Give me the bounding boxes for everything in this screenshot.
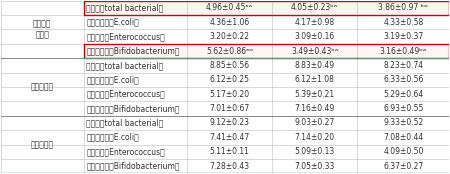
Text: 总菌数（total bacterial）: 总菌数（total bacterial） [86,118,164,128]
Text: 7.01±0.67: 7.01±0.67 [209,104,250,113]
Text: 4.05±0.23ᵇʷ: 4.05±0.23ᵇʷ [291,3,338,12]
Text: 5.62±0.86ᵃʷ: 5.62±0.86ᵃʷ [206,46,253,56]
Text: 6.12±0.25: 6.12±0.25 [210,75,249,84]
Bar [84,1,449,15]
Text: 4.17±0.98: 4.17±0.98 [295,18,335,27]
Text: 7.16±0.49: 7.16±0.49 [295,104,335,113]
Text: 3.49±0.43ᵇʷ: 3.49±0.43ᵇʷ [291,46,338,56]
Text: 3.16±0.49ᵇʷ: 3.16±0.49ᵇʷ [380,46,427,56]
Text: 大肠杆菌数（E.coli）: 大肠杆菌数（E.coli） [86,133,139,142]
Text: 5.29±0.64: 5.29±0.64 [383,90,423,99]
Text: 7.41±0.47: 7.41±0.47 [209,133,250,142]
Text: 总菌数（total bacterial）: 总菌数（total bacterial） [86,3,164,12]
Text: 6.37±0.27: 6.37±0.27 [383,162,423,171]
Text: 6.93±0.55: 6.93±0.55 [383,104,423,113]
Text: 7.05±0.33: 7.05±0.33 [295,162,335,171]
Text: 4.33±0.58: 4.33±0.58 [383,18,423,27]
Text: 双歧杆菌数（Bifidobacterium）: 双歧杆菌数（Bifidobacterium） [86,46,180,56]
Text: 6.12±1.08: 6.12±1.08 [295,75,335,84]
Text: 8.83±0.49: 8.83±0.49 [295,61,335,70]
Text: 双歧杆菌数（Bifidobacterium）: 双歧杆菌数（Bifidobacterium） [86,162,180,171]
Text: 7.28±0.43: 7.28±0.43 [209,162,250,171]
Text: 空肠内容物: 空肠内容物 [31,82,54,92]
Text: 5.17±0.20: 5.17±0.20 [209,90,250,99]
Text: 3.19±0.37: 3.19±0.37 [383,32,423,41]
Bar [84,44,449,58]
Text: 3.86±0.97 ᵇʷ: 3.86±0.97 ᵇʷ [378,3,428,12]
Text: 8.23±0.74: 8.23±0.74 [383,61,423,70]
Text: 肠球菌数（Enterococcus）: 肠球菌数（Enterococcus） [86,32,165,41]
Text: 7.08±0.44: 7.08±0.44 [383,133,423,142]
Text: 8.85±0.56: 8.85±0.56 [209,61,250,70]
Text: 5.11±0.11: 5.11±0.11 [210,147,249,156]
Text: 大肠杆菌数（E.coli）: 大肠杆菌数（E.coli） [86,75,139,84]
Text: 3.09±0.16: 3.09±0.16 [295,32,335,41]
Text: 4.96±0.45ᵃʷ: 4.96±0.45ᵃʷ [206,3,253,12]
Text: 5.39±0.21: 5.39±0.21 [295,90,335,99]
Text: 7.14±0.20: 7.14±0.20 [295,133,335,142]
Text: 9.12±0.23: 9.12±0.23 [210,118,249,128]
Text: 肠球菌数（Enterococcus）: 肠球菌数（Enterococcus） [86,147,165,156]
Text: 6.33±0.56: 6.33±0.56 [383,75,423,84]
Text: 3.20±0.22: 3.20±0.22 [210,32,249,41]
Text: 4.36±1.06: 4.36±1.06 [209,18,250,27]
Text: 回肠内容物: 回肠内容物 [31,140,54,149]
Text: 5.09±0.13: 5.09±0.13 [295,147,335,156]
Text: 双歧杆菌数（Bifidobacterium）: 双歧杆菌数（Bifidobacterium） [86,104,180,113]
Text: 9.03±0.27: 9.03±0.27 [295,118,335,128]
Text: 4.09±0.50: 4.09±0.50 [383,147,423,156]
Text: 总菌数（total bacterial）: 总菌数（total bacterial） [86,61,164,70]
Bar [84,44,449,58]
Text: 大肠杆菌数（E.coli）: 大肠杆菌数（E.coli） [86,18,139,27]
Bar [84,1,449,15]
Text: 肠球菌数（Enterococcus）: 肠球菌数（Enterococcus） [86,90,165,99]
Text: 十二指肠
内容物: 十二指肠 内容物 [33,19,51,39]
Text: 9.33±0.52: 9.33±0.52 [383,118,423,128]
